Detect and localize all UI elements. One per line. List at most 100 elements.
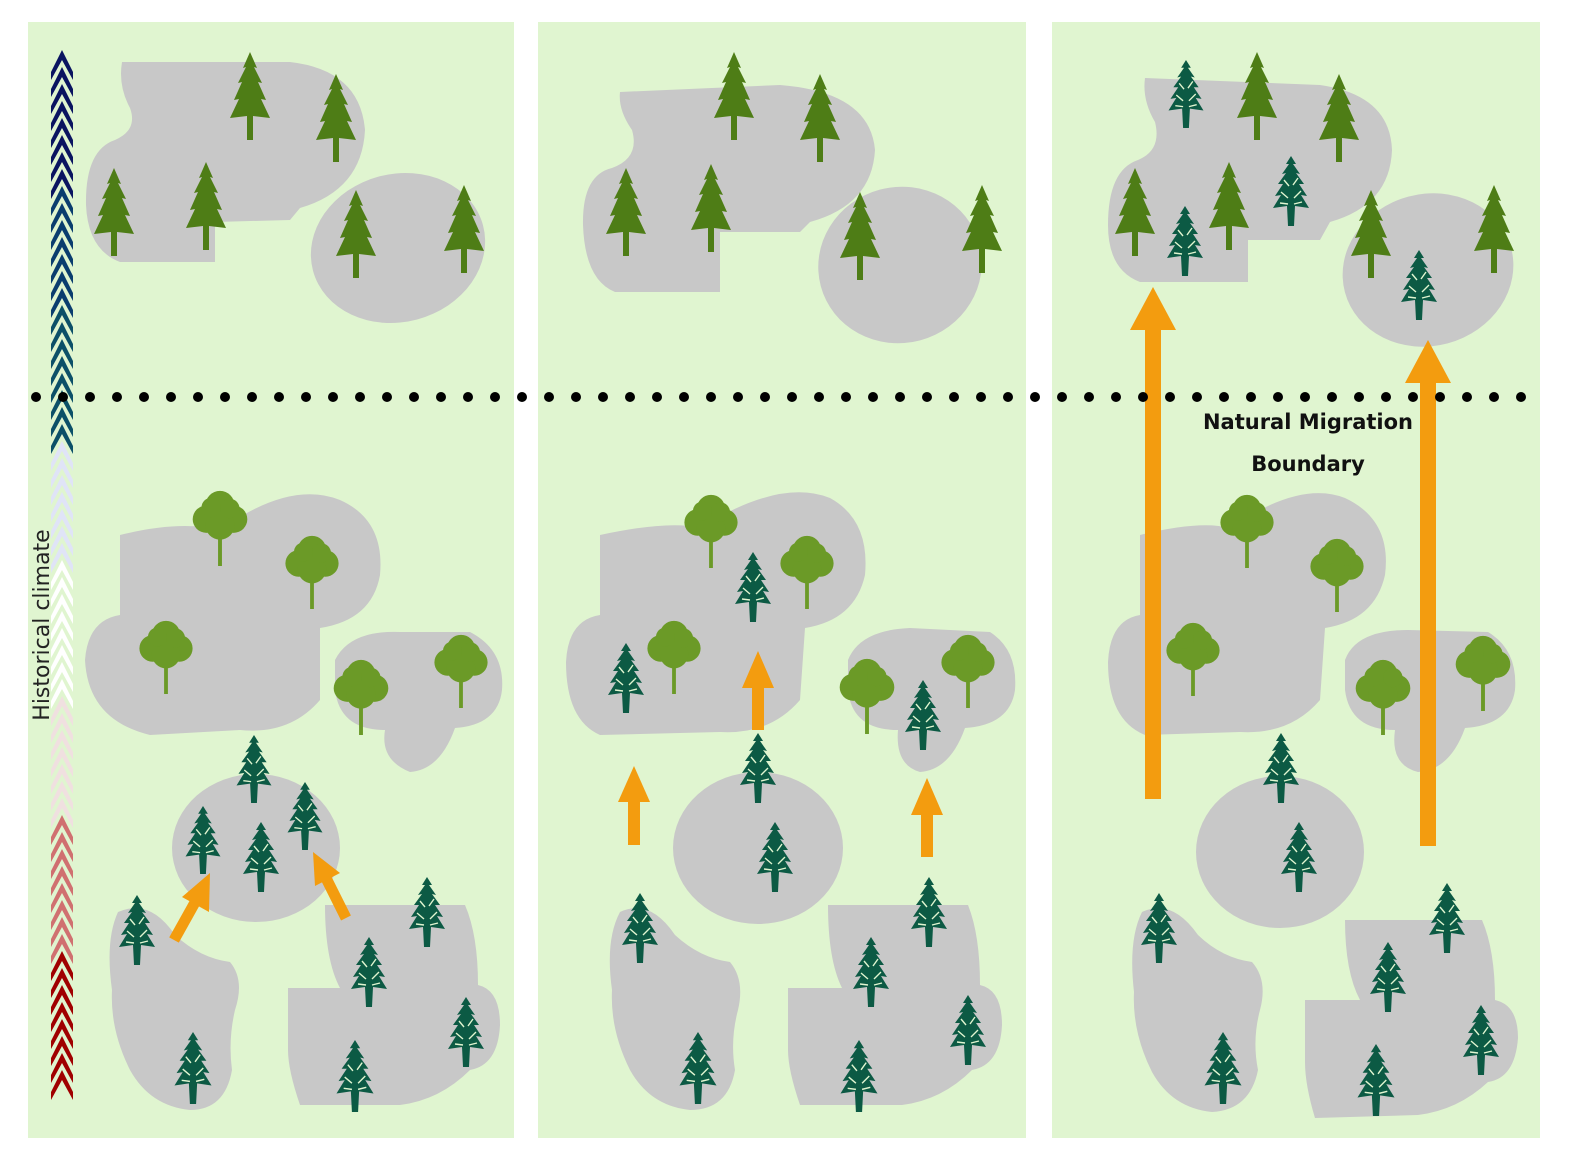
gradient-chevron [51, 917, 73, 947]
gradient-chevron [51, 339, 73, 369]
boundary-dot [355, 392, 365, 402]
boundary-dot [328, 392, 338, 402]
boundary-dot [1003, 392, 1013, 402]
migration-arrow [1420, 378, 1436, 846]
gradient-chevron [51, 526, 73, 556]
migration-arrow-head [313, 852, 340, 886]
climate-gradient-chevrons [51, 50, 73, 1100]
gradient-chevron [51, 832, 73, 862]
boundary-dot [193, 392, 203, 402]
gradient-chevron [51, 509, 73, 539]
boundary-dot [139, 392, 149, 402]
boundary-dot [1327, 392, 1337, 402]
south-patch-right [1305, 920, 1518, 1118]
gradient-chevron [51, 662, 73, 692]
gradient-chevron [51, 866, 73, 896]
gradient-chevron [51, 713, 73, 743]
boundary-dot [922, 392, 932, 402]
gradient-chevron [51, 424, 73, 454]
gradient-chevron [51, 271, 73, 301]
boundary-dot [1462, 392, 1472, 402]
gradient-chevron [51, 815, 73, 845]
gradient-chevron [51, 152, 73, 182]
panel-3 [1108, 52, 1518, 1118]
boundary-dot [1381, 392, 1391, 402]
migration-arrows [618, 651, 943, 857]
gradient-chevron [51, 441, 73, 471]
gradient-chevron [51, 1053, 73, 1083]
boundary-dot [274, 392, 284, 402]
gradient-chevron [51, 883, 73, 913]
gradient-chevron [51, 1070, 73, 1100]
boundary-label-line2: Boundary [1251, 452, 1365, 476]
gradient-chevron [51, 50, 73, 80]
gradient-chevron [51, 968, 73, 998]
boundary-dot [1300, 392, 1310, 402]
boundary-dot [112, 392, 122, 402]
boundary-dot [1138, 392, 1148, 402]
gradient-chevron [51, 254, 73, 284]
boundary-dot [166, 392, 176, 402]
historical-climate-axis: Historical climate [30, 50, 73, 1100]
boundary-dot [1165, 392, 1175, 402]
boundary-dot [490, 392, 500, 402]
north-patch-left [85, 62, 365, 262]
boundary-dot [301, 392, 311, 402]
gradient-chevron [51, 679, 73, 709]
gradient-chevron [51, 645, 73, 675]
boundary-dot [31, 392, 41, 402]
boundary-dot [733, 392, 743, 402]
boundary-dot [544, 392, 554, 402]
gradient-chevron [51, 543, 73, 573]
migration-arrow [628, 798, 640, 845]
boundary-dot [1435, 392, 1445, 402]
gradient-chevron [51, 594, 73, 624]
gradient-chevron [51, 577, 73, 607]
boundary-dot [1057, 392, 1067, 402]
migration-arrow-head [182, 873, 210, 912]
boundary-dot [85, 392, 95, 402]
migration-arrow-head [742, 651, 774, 688]
central-patch [1196, 776, 1364, 928]
gradient-chevron [51, 220, 73, 250]
boundary-dot [220, 392, 230, 402]
boundary-dot [598, 392, 608, 402]
boundary-dot [382, 392, 392, 402]
migration-arrow [1145, 325, 1161, 799]
gradient-chevron [51, 628, 73, 658]
boundary-dot [976, 392, 986, 402]
migration-arrows [169, 852, 351, 943]
gradient-chevron [51, 237, 73, 267]
boundary-dot [1273, 392, 1283, 402]
gradient-chevron [51, 747, 73, 777]
boundary-dot [1408, 392, 1418, 402]
natural-migration-boundary: Natural Migration Boundary [31, 392, 1526, 476]
boundary-dot [706, 392, 716, 402]
gradient-chevron [51, 186, 73, 216]
boundary-dot [1219, 392, 1229, 402]
boundary-dot [841, 392, 851, 402]
north-patch-right [1342, 193, 1514, 347]
boundary-label-line1: Natural Migration [1203, 410, 1413, 434]
gradient-chevron [51, 900, 73, 930]
boundary-dot [1111, 392, 1121, 402]
boundary-dot [787, 392, 797, 402]
gradient-chevron [51, 560, 73, 590]
mid-patch-left [1108, 493, 1386, 735]
boundary-dot [1192, 392, 1202, 402]
migration-arrow [752, 685, 764, 730]
gradient-chevron [51, 67, 73, 97]
migration-arrow [921, 812, 933, 857]
migration-arrow [169, 894, 203, 943]
boundary-dot [58, 392, 68, 402]
gradient-chevron [51, 951, 73, 981]
south-patch-left [109, 908, 239, 1110]
boundary-dot [1030, 392, 1040, 402]
boundary-dot [652, 392, 662, 402]
gradient-chevron [51, 101, 73, 131]
gradient-chevron [51, 1002, 73, 1032]
south-patch-right [788, 905, 1002, 1105]
migration-arrow-head [1130, 287, 1176, 330]
gradient-chevron [51, 611, 73, 641]
migration-arrow-head [911, 778, 943, 815]
